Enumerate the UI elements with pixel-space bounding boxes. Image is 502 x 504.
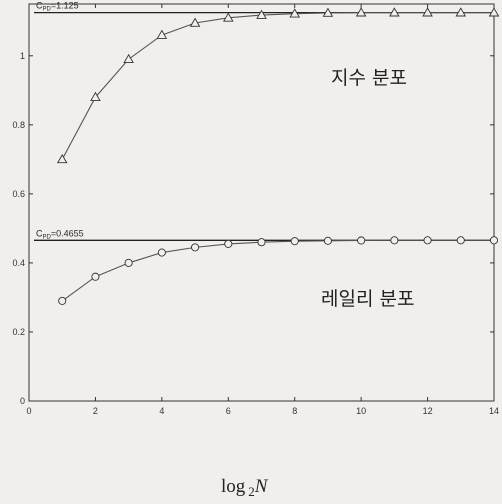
y-tick-label: 0.2 xyxy=(12,327,25,337)
plot-frame xyxy=(28,3,495,402)
data-point-triangle xyxy=(322,7,334,17)
x-axis-label: log 2N xyxy=(221,476,269,499)
x-tick-label: 0 xyxy=(26,406,31,416)
data-point-triangle xyxy=(156,29,168,39)
data-point-triangle xyxy=(189,17,201,27)
data-point-triangle xyxy=(289,8,300,18)
data-point-circle xyxy=(91,272,100,281)
y-tick-label: 0.4 xyxy=(12,258,25,268)
data-point-triangle xyxy=(355,7,367,17)
data-point-triangle xyxy=(123,53,134,64)
data-point-circle xyxy=(423,236,432,245)
reference-line-label: CPD=0.4655 xyxy=(36,228,84,240)
reference-line-label: CPD=1.125 xyxy=(36,1,79,13)
x-axis-ticks: 0 2 4 6 8 10 12 14 xyxy=(26,4,499,416)
data-point-circle xyxy=(257,238,266,247)
data-point-circle xyxy=(456,236,465,245)
series-label-rayleigh: 레일리 분포 xyxy=(321,288,414,310)
y-axis-ticks: 0 0.2 0.4 0.6 0.8 1 xyxy=(12,51,494,406)
data-point-triangle xyxy=(488,7,500,17)
data-point-triangle xyxy=(455,7,467,17)
x-tick-label: 10 xyxy=(356,406,366,416)
data-point-triangle xyxy=(422,7,433,17)
reference-label-sub: PD xyxy=(43,7,52,13)
data-point-circle xyxy=(290,237,299,246)
reference-label-value: =0.4655 xyxy=(51,228,84,238)
series-line-1 xyxy=(61,239,494,302)
reference-label-sub: PD xyxy=(43,234,52,240)
x-axis-label-variable: N xyxy=(254,476,269,497)
data-point-circle xyxy=(58,296,67,305)
x-tick-label: 14 xyxy=(489,406,499,416)
reference-label-main: C xyxy=(36,1,43,11)
reference-label-value: =1.125 xyxy=(51,1,79,11)
x-axis-label-prefix: log xyxy=(221,476,246,497)
reference-label-main: C xyxy=(36,228,43,238)
y-tick-label: 0 xyxy=(20,396,25,406)
data-point-circle xyxy=(224,239,233,248)
data-point-circle xyxy=(191,243,200,252)
data-point-circle xyxy=(390,236,399,245)
series-lines xyxy=(61,12,494,302)
data-point-triangle xyxy=(389,7,400,17)
data-point-circle xyxy=(157,248,166,257)
x-tick-label: 2 xyxy=(93,406,98,416)
y-tick-label: 0.8 xyxy=(12,120,25,130)
series-markers xyxy=(56,7,500,305)
x-tick-label: 12 xyxy=(423,406,433,416)
data-point-circle xyxy=(323,236,332,245)
x-axis-label-subscript: 2 xyxy=(248,484,255,499)
data-point-triangle xyxy=(56,153,68,164)
data-point-circle xyxy=(489,236,499,245)
data-point-triangle xyxy=(90,91,101,102)
x-tick-label: 8 xyxy=(292,406,297,416)
data-point-triangle xyxy=(256,9,267,19)
series-label-exponential: 지수 분포 xyxy=(331,67,407,89)
data-point-circle xyxy=(357,236,366,245)
x-tick-label: 6 xyxy=(226,406,231,416)
y-tick-label: 0.6 xyxy=(12,189,25,199)
data-point-triangle xyxy=(223,12,234,22)
x-tick-label: 4 xyxy=(159,406,164,416)
y-tick-label: 1 xyxy=(20,51,25,61)
series-line-0 xyxy=(61,12,494,160)
data-point-circle xyxy=(124,258,133,267)
